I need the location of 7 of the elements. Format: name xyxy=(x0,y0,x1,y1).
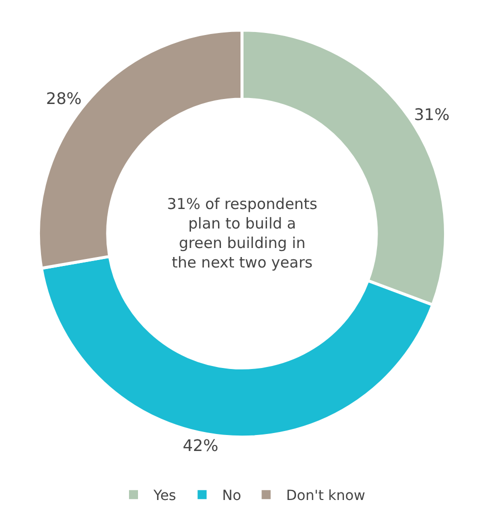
data-label: 28% xyxy=(46,89,82,108)
legend-label: Yes xyxy=(152,488,176,504)
legend-label: Don't know xyxy=(286,488,366,504)
data-label: 31% xyxy=(414,104,450,124)
text: 31% of respondents plan to build a green building in the next two years xyxy=(167,195,318,272)
data-label: 42% xyxy=(182,436,218,456)
legend-label: No xyxy=(222,488,242,504)
